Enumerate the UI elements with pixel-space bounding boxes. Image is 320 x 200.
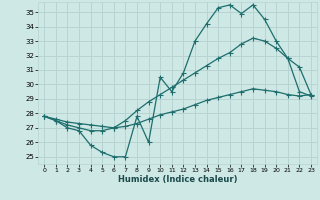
X-axis label: Humidex (Indice chaleur): Humidex (Indice chaleur) [118, 175, 237, 184]
